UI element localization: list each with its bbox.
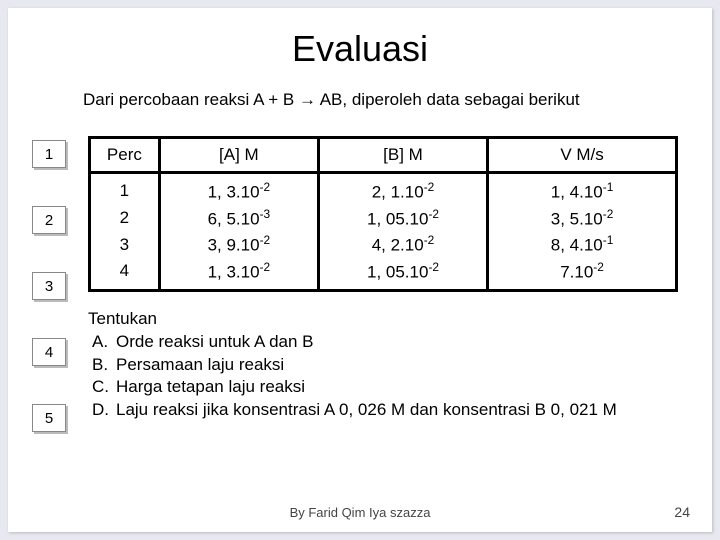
cell-b: 1, 05.10-2	[318, 258, 487, 290]
cell-a: 3, 9.10-2	[159, 231, 318, 258]
cell-a: 1, 3.10-2	[159, 258, 318, 290]
question-item: B.Persamaan laju reaksi	[92, 354, 688, 377]
nav-button-5[interactable]: 5	[32, 404, 66, 432]
question-text: Persamaan laju reaksi	[116, 354, 284, 377]
table-row: 33, 9.10-24, 2.10-28, 4.10-1	[90, 231, 677, 258]
questions-block: Tentukan A.Orde reaksi untuk A dan BB.Pe…	[88, 308, 688, 423]
footer-credit: By Farid Qim Iya szazza	[8, 505, 712, 520]
question-text: Harga tetapan laju reaksi	[116, 376, 305, 399]
page-number: 24	[674, 504, 690, 520]
table-row: 26, 5.10-31, 05.10-23, 5.10-2	[90, 205, 677, 232]
slide: Evaluasi Dari percobaan reaksi A + B → A…	[8, 8, 712, 532]
data-table: Perc [A] M [B] M V M/s 11, 3.10-22, 1.10…	[88, 136, 678, 292]
cell-v: 3, 5.10-2	[488, 205, 677, 232]
intro-before: Dari percobaan reaksi A + B	[83, 90, 299, 109]
cell-perc: 3	[90, 231, 160, 258]
cell-perc: 1	[90, 173, 160, 205]
col-perc: Perc	[90, 138, 160, 173]
question-item: C.Harga tetapan laju reaksi	[92, 376, 688, 399]
col-b: [B] M	[318, 138, 487, 173]
cell-v: 1, 4.10-1	[488, 173, 677, 205]
cell-v: 7.10-2	[488, 258, 677, 290]
questions-list: A.Orde reaksi untuk A dan BB.Persamaan l…	[88, 331, 688, 423]
content-area: Perc [A] M [B] M V M/s 11, 3.10-22, 1.10…	[88, 136, 688, 422]
question-text: Orde reaksi untuk A dan B	[116, 331, 314, 354]
cell-perc: 4	[90, 258, 160, 290]
cell-v: 8, 4.10-1	[488, 231, 677, 258]
nav-button-3[interactable]: 3	[32, 272, 66, 300]
cell-b: 1, 05.10-2	[318, 205, 487, 232]
nav-button-2[interactable]: 2	[32, 206, 66, 234]
arrow-icon: →	[299, 90, 316, 109]
cell-a: 6, 5.10-3	[159, 205, 318, 232]
cell-b: 4, 2.10-2	[318, 231, 487, 258]
col-a: [A] M	[159, 138, 318, 173]
questions-heading: Tentukan	[88, 308, 688, 331]
intro-after: AB, diperoleh data sebagai berikut	[316, 90, 580, 109]
question-label: D.	[92, 399, 116, 422]
cell-b: 2, 1.10-2	[318, 173, 487, 205]
nav-button-1[interactable]: 1	[32, 140, 66, 168]
table-header-row: Perc [A] M [B] M V M/s	[90, 138, 677, 173]
col-v: V M/s	[488, 138, 677, 173]
table-row: 11, 3.10-22, 1.10-21, 4.10-1	[90, 173, 677, 205]
question-label: B.	[92, 354, 116, 377]
table-row: 41, 3.10-21, 05.10-27.10-2	[90, 258, 677, 290]
question-label: C.	[92, 376, 116, 399]
nav-buttons: 1 2 3 4 5	[32, 140, 66, 432]
cell-perc: 2	[90, 205, 160, 232]
intro-text: Dari percobaan reaksi A + B → AB, dipero…	[8, 84, 712, 120]
question-item: A.Orde reaksi untuk A dan B	[92, 331, 688, 354]
cell-a: 1, 3.10-2	[159, 173, 318, 205]
nav-button-4[interactable]: 4	[32, 338, 66, 366]
question-label: A.	[92, 331, 116, 354]
question-text: Laju reaksi jika konsentrasi A 0, 026 M …	[116, 399, 617, 422]
question-item: D.Laju reaksi jika konsentrasi A 0, 026 …	[92, 399, 688, 422]
page-title: Evaluasi	[8, 8, 712, 84]
